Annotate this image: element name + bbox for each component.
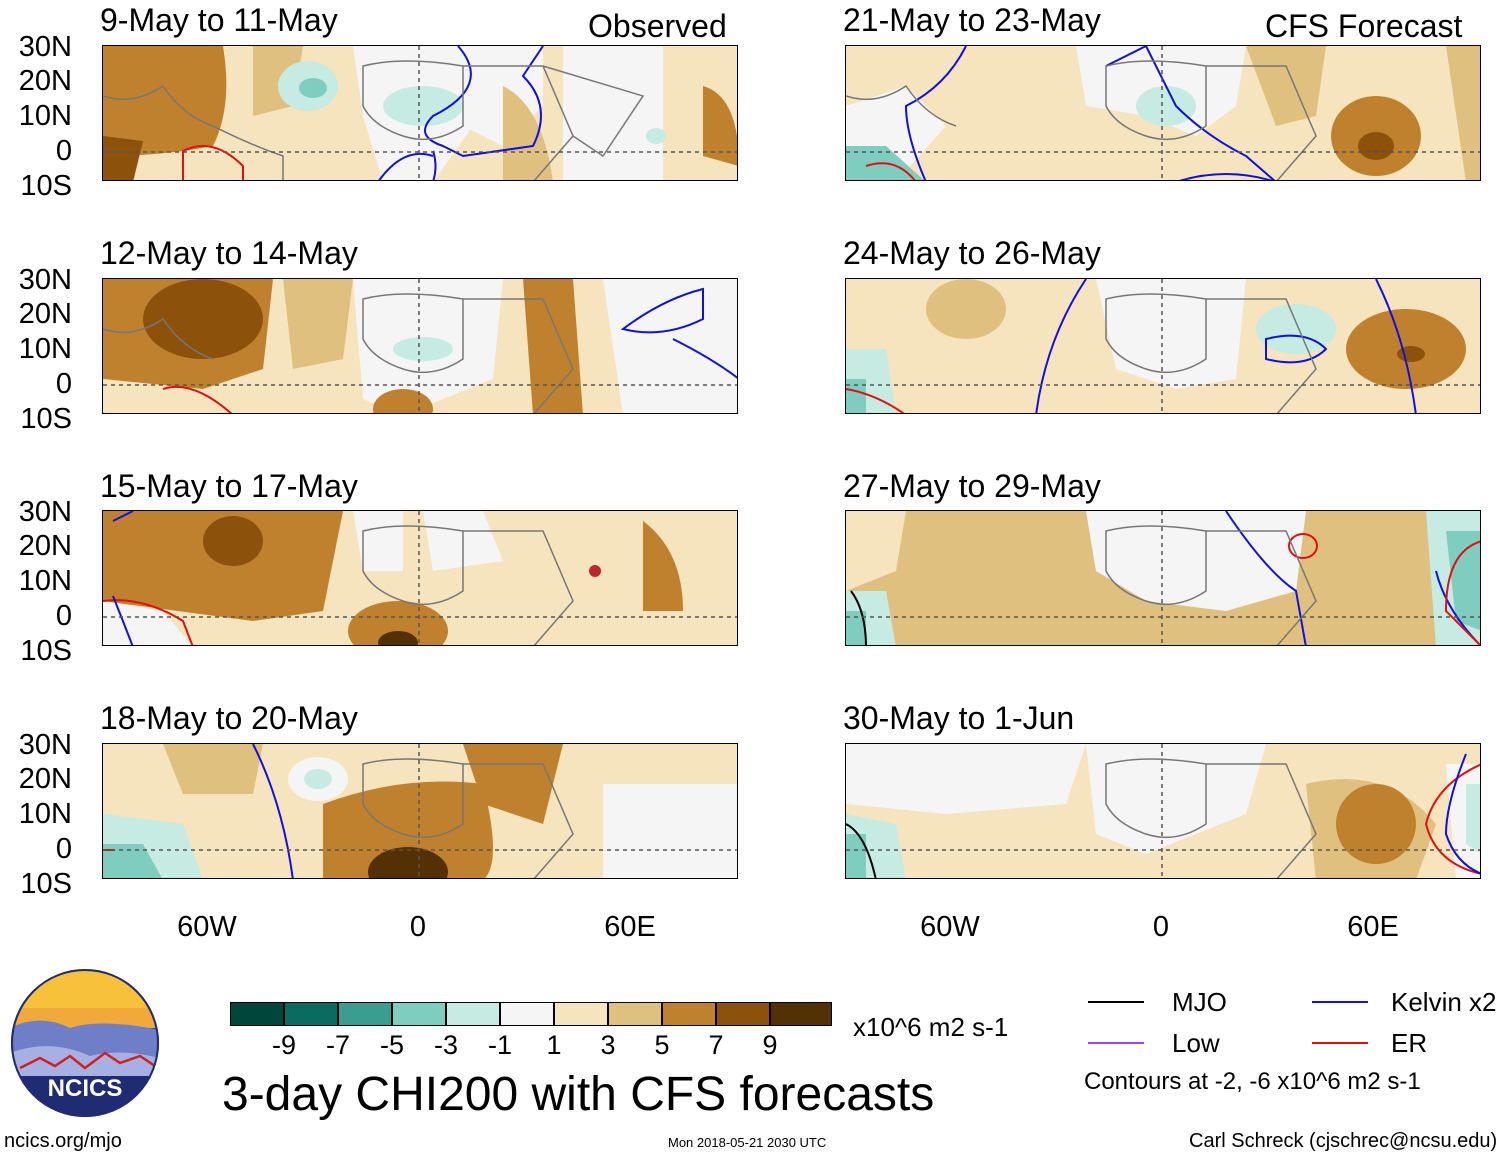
map-panel-7 (102, 743, 738, 879)
colorbar-label: -9 (271, 1030, 296, 1060)
lat-label: 0 (55, 833, 72, 865)
colorbar-units: x10^6 m2 s-1 (853, 1012, 1009, 1042)
lon-label: 60E (1347, 911, 1399, 943)
panel-title-7: 18-May to 20-May (100, 700, 358, 736)
colorbar-cell (716, 1002, 770, 1026)
lat-label: 0 (55, 135, 72, 167)
lat-label: 10S (20, 635, 72, 667)
legend-label-mjo: MJO (1172, 987, 1227, 1017)
colorbar-label: 7 (708, 1030, 724, 1060)
colorbar-cell (662, 1002, 716, 1026)
lon-label: 0 (409, 911, 427, 943)
map-panel-2 (845, 45, 1481, 181)
lat-label: 30N (18, 264, 72, 296)
legend-line-er (1312, 1042, 1368, 1044)
colorbar-cell (230, 1002, 284, 1026)
lat-label: 10N (18, 100, 72, 132)
lat-label: 30N (18, 496, 72, 528)
colorbar-label: -1 (487, 1030, 512, 1060)
map-panel-4 (845, 278, 1481, 414)
panel-title-1: 9-May to 11-May (100, 2, 338, 38)
lat-label: 0 (55, 368, 72, 400)
footer-author: Carl Schreck (cjschrec@ncsu.edu) (1189, 1130, 1498, 1152)
colorbar-cell (500, 1002, 554, 1026)
lon-label: 60W (920, 911, 980, 943)
map-panel-3 (102, 278, 738, 414)
legend-label-kelvin: Kelvin x2 (1391, 987, 1497, 1017)
colorbar-label: -5 (379, 1030, 404, 1060)
colorbar-cell (554, 1002, 608, 1026)
lat-label: 10S (20, 403, 72, 435)
colorbar-label: 1 (546, 1030, 562, 1060)
legend-note: Contours at -2, -6 x10^6 m2 s-1 (1084, 1068, 1421, 1095)
colorbar-label: -7 (325, 1030, 350, 1060)
lat-label: 20N (18, 298, 72, 330)
colorbar-cell (392, 1002, 446, 1026)
lat-label: 30N (18, 31, 72, 63)
legend-label-low: Low (1172, 1028, 1220, 1058)
colorbar-label: -3 (433, 1030, 458, 1060)
main-title: 3-day CHI200 with CFS forecasts (222, 1068, 935, 1121)
colorbar-label: 5 (654, 1030, 670, 1060)
colorbar-cell (446, 1002, 500, 1026)
panel-title-3: 12-May to 14-May (100, 235, 358, 271)
panel-title-4: 24-May to 26-May (843, 235, 1101, 271)
map-panel-6 (845, 510, 1481, 646)
lat-label: 10S (20, 170, 72, 202)
lat-label: 20N (18, 530, 72, 562)
footer-url[interactable]: ncics.org/mjo (4, 1130, 122, 1152)
panel-title-2: 21-May to 23-May (843, 2, 1101, 38)
lon-label: 0 (1152, 911, 1170, 943)
legend-line-low (1088, 1042, 1144, 1044)
lon-label: 60W (177, 911, 237, 943)
map-panel-5 (102, 510, 738, 646)
lon-label: 60E (604, 911, 656, 943)
panel-tag-cfs-forecast: CFS Forecast (1265, 8, 1463, 44)
lat-label: 20N (18, 65, 72, 97)
colorbar-cell (608, 1002, 662, 1026)
lat-label: 10S (20, 868, 72, 900)
lat-label: 30N (18, 729, 72, 761)
lat-label: 20N (18, 763, 72, 795)
map-panel-1 (102, 45, 738, 181)
panel-title-8: 30-May to 1-Jun (843, 700, 1075, 736)
colorbar-cell (284, 1002, 338, 1026)
lat-label: 0 (55, 600, 72, 632)
panel-tag-observed: Observed (588, 8, 727, 44)
colorbar-label: 3 (600, 1030, 616, 1060)
panel-title-5: 15-May to 17-May (100, 468, 358, 504)
ncics-logo: NCICS (10, 968, 160, 1118)
colorbar-cell (770, 1002, 832, 1026)
colorbar-cell (338, 1002, 392, 1026)
legend-line-kelvin (1312, 1001, 1368, 1003)
lat-label: 10N (18, 333, 72, 365)
legend-label-er: ER (1391, 1028, 1428, 1058)
colorbar-label: 9 (762, 1030, 778, 1060)
panel-title-6: 27-May to 29-May (843, 468, 1101, 504)
logo-text: NCICS (48, 1075, 123, 1102)
lat-label: 10N (18, 798, 72, 830)
lat-label: 10N (18, 565, 72, 597)
map-panel-8 (845, 743, 1481, 879)
footer-timestamp: Mon 2018-05-21 2030 UTC (668, 1135, 827, 1150)
legend-line-mjo (1088, 1001, 1144, 1003)
